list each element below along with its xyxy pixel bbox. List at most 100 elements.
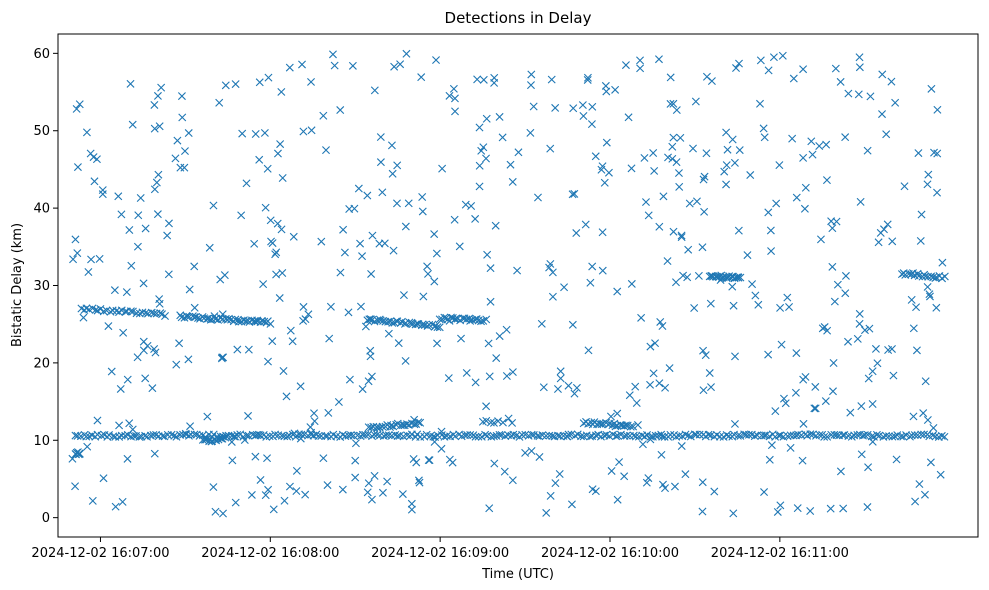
data-point <box>754 300 763 309</box>
data-point <box>821 397 830 406</box>
data-point <box>370 86 379 95</box>
data-point <box>445 316 454 325</box>
data-point <box>923 282 932 291</box>
data-point <box>209 483 218 492</box>
data-point <box>685 199 694 208</box>
data-point <box>450 215 459 224</box>
data-point <box>632 398 641 407</box>
data-point <box>490 459 499 468</box>
data-point <box>568 190 577 199</box>
data-point <box>471 378 480 387</box>
data-point <box>940 432 949 441</box>
data-point <box>72 104 81 113</box>
data-point <box>401 356 410 365</box>
data-point <box>783 293 792 302</box>
data-point <box>620 472 629 481</box>
data-point <box>692 430 701 439</box>
data-point <box>794 430 803 439</box>
data-point <box>433 339 442 348</box>
data-point <box>491 221 500 230</box>
data-point <box>606 412 615 421</box>
data-point <box>658 322 667 330</box>
data-point <box>533 193 542 202</box>
data-point <box>278 174 287 182</box>
data-point <box>551 103 560 112</box>
data-point <box>279 366 288 375</box>
data-point <box>854 90 863 99</box>
data-point <box>555 470 564 479</box>
data-point <box>180 163 189 172</box>
data-point <box>818 324 827 333</box>
data-point <box>751 291 760 300</box>
data-point <box>228 456 237 465</box>
data-point <box>255 155 264 164</box>
data-point <box>247 490 256 499</box>
data-point <box>415 478 424 487</box>
data-point <box>251 129 260 138</box>
data-point <box>660 432 669 441</box>
data-point <box>915 480 924 489</box>
data-point <box>392 199 401 208</box>
data-point <box>275 294 284 303</box>
data-point <box>855 319 864 328</box>
data-point <box>625 391 634 400</box>
data-point <box>733 431 742 440</box>
data-point <box>691 97 700 106</box>
data-point <box>799 153 808 162</box>
data-point <box>508 476 517 485</box>
data-point <box>799 65 808 74</box>
data-point <box>494 417 503 426</box>
data-point <box>572 383 581 392</box>
data-point <box>699 386 708 395</box>
data-point <box>857 450 866 459</box>
data-point <box>646 435 655 444</box>
data-point <box>832 431 841 440</box>
data-point <box>186 422 195 431</box>
data-point <box>672 158 681 167</box>
data-point <box>237 211 246 220</box>
data-point <box>826 504 835 513</box>
data-point <box>139 279 148 288</box>
data-point <box>116 384 125 393</box>
data-point <box>219 509 227 518</box>
data-point <box>860 431 869 440</box>
data-point <box>288 337 297 346</box>
data-point <box>111 502 120 511</box>
data-point <box>613 287 622 296</box>
data-point <box>469 431 478 440</box>
data-point <box>238 129 247 138</box>
data-point <box>932 303 941 312</box>
data-point <box>546 259 555 268</box>
data-point <box>91 305 100 314</box>
data-point <box>722 180 731 189</box>
data-point <box>823 432 832 441</box>
data-point <box>418 207 427 216</box>
data-point <box>376 316 385 325</box>
data-point <box>477 317 486 326</box>
y-tick-label: 50 <box>33 124 50 139</box>
data-point <box>857 402 866 411</box>
data-point <box>69 255 78 264</box>
data-point <box>301 490 310 499</box>
data-point <box>432 249 441 258</box>
data-point <box>921 272 930 281</box>
data-point <box>698 243 707 252</box>
data-point <box>508 368 517 377</box>
data-point <box>307 77 316 86</box>
data-point <box>346 431 355 440</box>
data-point <box>394 339 403 348</box>
data-point <box>646 380 655 389</box>
data-point <box>267 237 276 246</box>
data-point <box>73 431 82 440</box>
data-point <box>358 385 367 394</box>
data-point <box>572 229 581 238</box>
data-point <box>150 309 159 318</box>
data-point <box>760 488 769 497</box>
data-point <box>299 302 308 311</box>
data-point <box>356 302 365 311</box>
data-point <box>698 478 707 487</box>
data-point <box>326 302 335 311</box>
data-point <box>722 430 731 439</box>
data-point <box>107 367 116 376</box>
